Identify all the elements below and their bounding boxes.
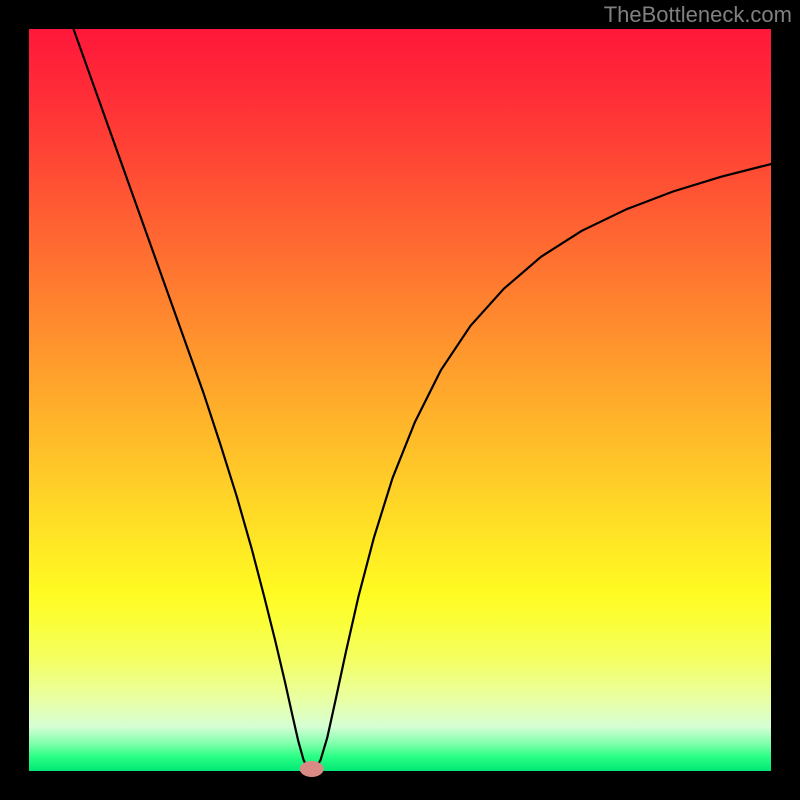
plot-area bbox=[29, 29, 771, 771]
bottleneck-chart bbox=[0, 0, 800, 800]
optimal-point-marker bbox=[300, 761, 324, 777]
chart-container: { "canvas": { "width": 800, "height": 80… bbox=[0, 0, 800, 800]
